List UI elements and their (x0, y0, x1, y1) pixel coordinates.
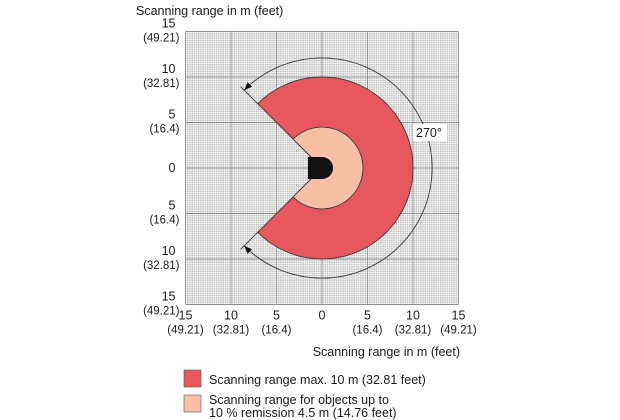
y-tick-feet-label: (49.21) (143, 33, 180, 45)
x-tick-label: 5 (273, 309, 280, 323)
x-tick-label: 5 (364, 309, 371, 323)
x-tick-feet-label: (16.4) (352, 325, 382, 337)
y-tick-label: 5 (169, 108, 176, 122)
x-tick-feet-label: (49.21) (440, 325, 477, 337)
y-tick-feet-label: (16.4) (149, 215, 179, 227)
y-tick-label: 10 (162, 62, 176, 76)
x-tick-label: 0 (319, 309, 326, 323)
y-tick-label: 10 (162, 244, 176, 258)
y-axis-title: Scanning range in m (feet) (136, 4, 283, 18)
x-axis-title: Scanning range in m (feet) (313, 345, 460, 359)
x-tick-label: 15 (179, 309, 193, 323)
y-tick-feet-label: (49.21) (143, 306, 180, 318)
x-tick-feet-label: (49.21) (167, 325, 204, 337)
y-tick-feet-label: (32.81) (143, 78, 180, 90)
x-tick-label: 10 (406, 309, 420, 323)
y-tick-feet-label: (16.4) (149, 124, 179, 136)
x-axis-ticks: 15 (49.21) 10 (32.81) 5 (16.4) 0 5 (16.4) 10 (32.8… (167, 309, 477, 337)
legend-label: Scanning range max. 10 m (32.81 feet) (209, 373, 426, 387)
legend-swatch (183, 394, 202, 413)
x-tick-feet-label: (32.81) (213, 325, 250, 337)
legend: Scanning range max. 10 m (32.81 feet) Sca… (183, 369, 426, 420)
angle-label: 270° (416, 126, 442, 140)
x-tick-label: 15 (452, 309, 466, 323)
arrow-upper-icon (244, 82, 253, 91)
legend-label: 10 % remission 4.5 m (14.76 feet) (209, 406, 397, 420)
arrow-lower-icon (244, 245, 253, 254)
legend-label: Scanning range for objects up to (209, 393, 389, 407)
y-tick-label: 15 (162, 17, 176, 31)
y-tick-label: 15 (162, 290, 176, 304)
x-tick-label: 10 (224, 309, 238, 323)
angle-label-background (413, 124, 447, 141)
x-tick-feet-label: (16.4) (261, 325, 291, 337)
x-tick-feet-label: (32.81) (395, 325, 432, 337)
legend-swatch (183, 369, 202, 388)
angle-arc-upper-tick (240, 86, 261, 107)
y-axis-ticks: 15 (49.21) 10 (32.81) 5 (16.4) 0 5 (16.4) 10 (32.8… (143, 17, 180, 318)
angle-arc-lower-tick (240, 229, 261, 250)
scanner-sensor-icon (308, 157, 333, 179)
y-tick-label: 0 (169, 161, 176, 175)
y-tick-label: 5 (169, 199, 176, 213)
angle-arc (243, 57, 433, 279)
y-tick-feet-label: (32.81) (143, 260, 180, 272)
